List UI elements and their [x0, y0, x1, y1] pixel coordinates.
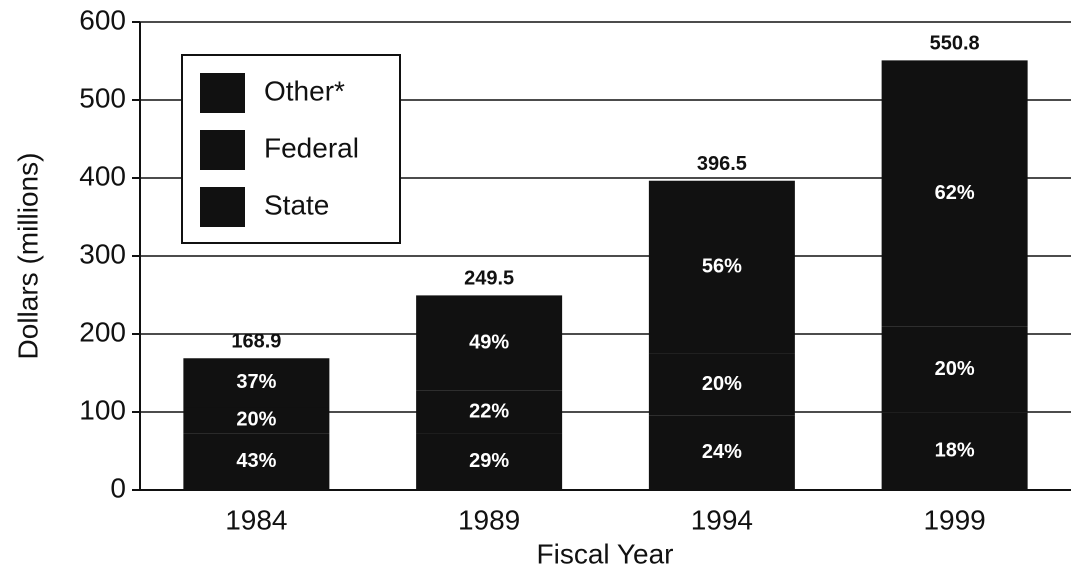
segment-label: 20%	[236, 408, 276, 430]
bar-segment	[183, 358, 330, 408]
total-label: 168.9	[231, 331, 281, 353]
y-axis-title: Dollars (millions)	[12, 153, 43, 360]
segment-label: 24%	[702, 441, 742, 463]
bar-segment	[881, 412, 1028, 490]
total-label: 396.5	[697, 153, 747, 175]
segment-label: 43%	[236, 450, 276, 472]
legend-label: Federal	[264, 132, 359, 163]
bar-segment	[416, 295, 563, 391]
segment-label: 49%	[469, 331, 509, 353]
bar-segment	[648, 180, 795, 354]
legend-swatch	[200, 73, 245, 113]
segment-label: 29%	[469, 450, 509, 472]
segment-label: 56%	[702, 256, 742, 278]
legend-label: Other*	[264, 75, 345, 106]
bar-segment	[416, 433, 563, 490]
y-tick-label: 200	[79, 316, 126, 347]
bar-segment	[881, 60, 1028, 327]
segment-label: 62%	[935, 182, 975, 204]
bar-segment	[183, 433, 330, 490]
y-tick-label: 300	[79, 238, 126, 269]
bar-segment	[648, 353, 795, 416]
y-tick-label: 600	[79, 4, 126, 35]
y-tick-label: 100	[79, 394, 126, 425]
bar-segment	[416, 390, 563, 434]
y-tick-label: 400	[79, 160, 126, 191]
segment-label: 18%	[935, 440, 975, 462]
bar-segment	[648, 415, 795, 490]
x-tick-label: 1999	[923, 504, 985, 535]
segment-label: 22%	[469, 400, 509, 422]
legend-swatch	[200, 187, 245, 227]
legend-label: State	[264, 189, 329, 220]
x-tick-label: 1994	[691, 504, 753, 535]
y-tick-label: 500	[79, 82, 126, 113]
segment-label: 20%	[702, 373, 742, 395]
y-tick-label: 0	[110, 472, 126, 503]
legend-swatch	[200, 130, 245, 170]
total-label: 249.5	[464, 268, 514, 290]
segment-label: 20%	[935, 358, 975, 380]
x-tick-label: 1989	[458, 504, 520, 535]
x-axis-title: Fiscal Year	[537, 538, 674, 569]
total-label: 550.8	[930, 33, 980, 55]
bar-segment	[183, 407, 330, 434]
segment-label: 37%	[236, 371, 276, 393]
bar-segment	[881, 326, 1028, 413]
x-tick-label: 1984	[225, 504, 287, 535]
